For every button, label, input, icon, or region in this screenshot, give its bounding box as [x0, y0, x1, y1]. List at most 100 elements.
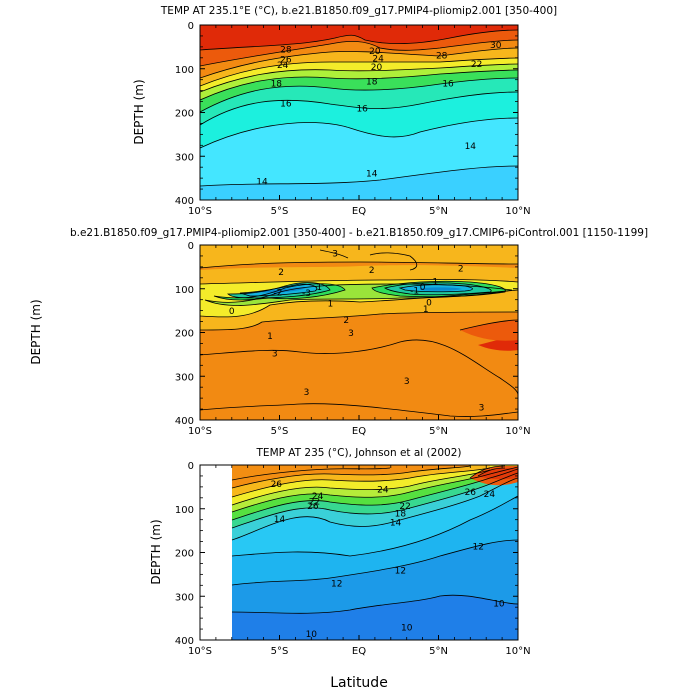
- contour-label: 10: [306, 630, 318, 640]
- svg-text:0: 0: [426, 298, 432, 308]
- contour-label: 14: [465, 142, 477, 152]
- svg-text:1: 1: [328, 300, 334, 310]
- svg-text:-2: -2: [273, 288, 282, 298]
- x-tick-label: 5°S: [271, 426, 289, 437]
- x-tick-label: 10°S: [188, 646, 212, 657]
- svg-text:22: 22: [399, 502, 410, 512]
- svg-text:22: 22: [471, 60, 482, 70]
- x-tick-label: 10°N: [505, 646, 530, 657]
- contour-label: 24: [312, 492, 324, 502]
- svg-text:1: 1: [423, 305, 429, 315]
- svg-text:2: 2: [458, 264, 464, 274]
- svg-text:-3: -3: [302, 289, 311, 299]
- y-tick-label: 200: [175, 329, 194, 340]
- svg-text:0: 0: [229, 307, 235, 317]
- svg-text:0: 0: [420, 283, 426, 293]
- svg-text:3: 3: [272, 350, 278, 360]
- svg-text:26: 26: [465, 488, 477, 498]
- contour-label: -2: [273, 288, 282, 298]
- panel-2-title: b.e21.B1850.f09_g17.PMIP4-pliomip2.001 […: [70, 227, 648, 239]
- contour-label: -1: [410, 287, 419, 297]
- contour-label: 24: [277, 61, 289, 71]
- x-tick-label: 10°S: [188, 206, 212, 217]
- svg-text:3: 3: [404, 377, 410, 387]
- contour-label: 22: [399, 502, 410, 512]
- svg-text:12: 12: [395, 567, 406, 577]
- x-tick-label: 5°S: [271, 206, 289, 217]
- panel-1-title: TEMP AT 235.1°E (°C), b.e21.B1850.f09_g1…: [160, 5, 557, 17]
- svg-text:3: 3: [479, 403, 485, 413]
- contour-label: 1: [267, 332, 273, 342]
- x-axis-title: Latitude: [330, 675, 388, 691]
- svg-text:14: 14: [256, 178, 268, 188]
- y-tick-label: 100: [175, 505, 194, 516]
- contour-label: 18: [271, 79, 283, 89]
- svg-text:3: 3: [332, 249, 338, 259]
- panel-3-title: TEMP AT 235 (°C), Johnson et al (2002): [256, 447, 462, 459]
- panel-1-fill: [200, 25, 518, 200]
- y-tick-label: 0: [188, 241, 194, 252]
- svg-text:18: 18: [395, 510, 407, 520]
- y-tick-label: 400: [175, 416, 194, 427]
- contour-label: 16: [280, 99, 292, 109]
- y-tick-label: 200: [175, 109, 194, 120]
- contour-label: -3: [302, 289, 311, 299]
- svg-text:28: 28: [436, 51, 448, 61]
- svg-text:24: 24: [372, 54, 384, 64]
- x-tick-label: 5°N: [429, 646, 448, 657]
- panel-3: TEMP AT 235 (°C), Johnson et al (2002): [149, 447, 519, 691]
- svg-text:24: 24: [377, 486, 389, 496]
- contour-label: 20: [369, 47, 381, 57]
- contour-label: 3: [404, 377, 410, 387]
- y-tick-label: 400: [175, 196, 194, 207]
- svg-text:-1: -1: [410, 287, 419, 297]
- contour-label: 10: [493, 599, 505, 609]
- svg-text:18: 18: [271, 79, 283, 89]
- svg-text:18: 18: [366, 78, 378, 88]
- contour-label: 2: [458, 264, 464, 274]
- y-tick-label: 300: [175, 152, 194, 163]
- svg-text:24: 24: [277, 61, 289, 71]
- x-tick-label: 5°N: [429, 426, 448, 437]
- x-tick-label: EQ: [352, 646, 366, 657]
- svg-text:26: 26: [307, 502, 319, 512]
- contour-label: 2: [369, 266, 375, 276]
- contour-label: 18: [395, 510, 407, 520]
- svg-text:28: 28: [280, 46, 292, 56]
- contour-label: 1: [423, 305, 429, 315]
- contour-label: 26: [280, 56, 292, 66]
- y-tick-label: 300: [175, 592, 194, 603]
- svg-text:16: 16: [356, 105, 368, 115]
- panel-2-fill: [200, 245, 518, 420]
- svg-text:26: 26: [271, 480, 283, 490]
- x-tick-label: 5°S: [271, 646, 289, 657]
- contour-label: 22: [309, 497, 320, 507]
- contour-label: 26: [307, 502, 319, 512]
- svg-text:14: 14: [274, 515, 286, 525]
- svg-text:10: 10: [493, 599, 505, 609]
- contour-label: 0: [229, 307, 235, 317]
- contour-label: 22: [471, 60, 482, 70]
- svg-text:30: 30: [490, 41, 502, 51]
- panel-1: TEMP AT 235.1°E (°C), b.e21.B1850.f09_g1…: [132, 5, 557, 201]
- svg-text:22: 22: [309, 497, 320, 507]
- contour-label: 16: [442, 79, 454, 89]
- contour-label: 26: [271, 480, 283, 490]
- panel-1-ylabel: DEPTH (m): [132, 79, 146, 144]
- contour-label: 14: [390, 518, 402, 528]
- y-tick-label: 200: [175, 549, 194, 560]
- svg-text:20: 20: [369, 47, 381, 57]
- contour-label: 26: [465, 488, 477, 498]
- contour-label: 1: [328, 300, 334, 310]
- contour-label: 3: [332, 249, 338, 259]
- svg-text:14: 14: [465, 142, 477, 152]
- panel-3-fill: [231, 465, 518, 640]
- panel-2-ylabel: DEPTH (m): [29, 299, 43, 364]
- contour-label: 24: [372, 54, 384, 64]
- svg-text:1: 1: [316, 283, 322, 293]
- y-tick-label: 100: [175, 65, 194, 76]
- y-tick-label: 400: [175, 636, 194, 647]
- contour-labels: 282624181620242018161628302214141432221-…: [229, 41, 505, 640]
- x-tick-label: 10°N: [505, 206, 530, 217]
